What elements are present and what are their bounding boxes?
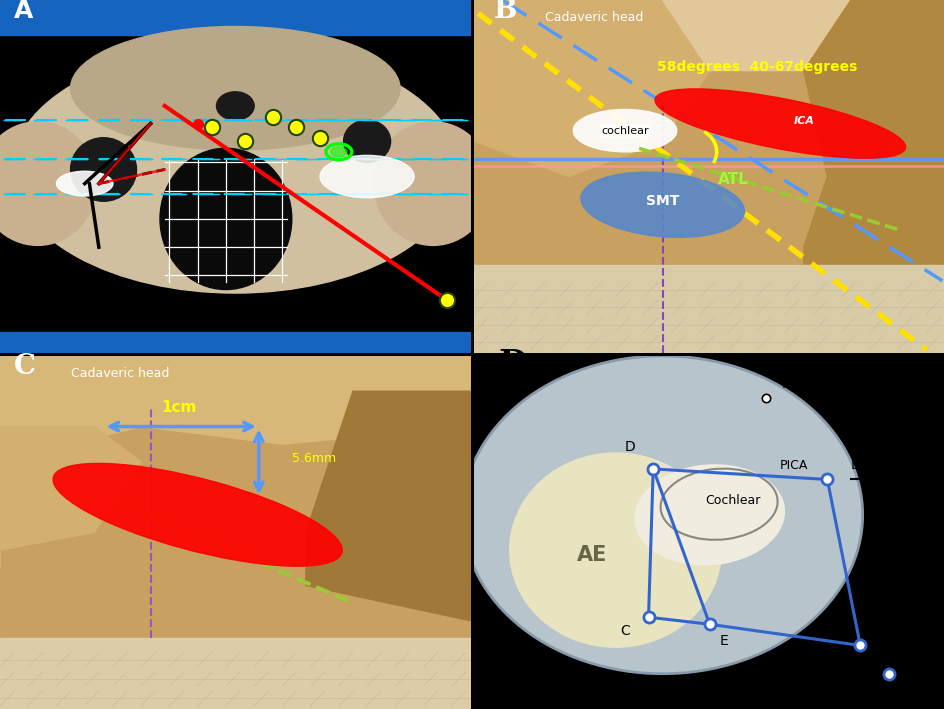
Text: A: A	[14, 0, 33, 23]
Polygon shape	[803, 0, 944, 353]
Bar	[474, 265, 944, 353]
Text: E: E	[718, 635, 728, 649]
Ellipse shape	[330, 147, 346, 157]
Polygon shape	[0, 427, 141, 568]
Text: PICA: PICA	[780, 459, 808, 472]
Ellipse shape	[71, 138, 136, 201]
Ellipse shape	[53, 464, 342, 566]
Text: FS: FS	[781, 376, 797, 391]
Text: 5.6mm: 5.6mm	[292, 452, 335, 465]
Ellipse shape	[463, 356, 862, 674]
Ellipse shape	[71, 26, 399, 150]
Polygon shape	[306, 391, 470, 621]
Text: C: C	[14, 352, 36, 379]
Polygon shape	[474, 0, 709, 177]
Ellipse shape	[654, 89, 904, 158]
Text: 1cm: 1cm	[161, 401, 196, 415]
Ellipse shape	[216, 91, 254, 120]
Text: cochlear: cochlear	[600, 125, 649, 135]
Text: B: B	[850, 458, 859, 472]
Ellipse shape	[160, 148, 292, 289]
Text: D: D	[624, 440, 634, 454]
Text: Cadaveric head: Cadaveric head	[71, 367, 169, 380]
Ellipse shape	[320, 155, 413, 198]
Text: SMT: SMT	[646, 194, 679, 208]
Text: Cochlear: Cochlear	[705, 494, 760, 507]
Text: A: A	[831, 652, 840, 666]
Text: Cadaveric head: Cadaveric head	[545, 11, 643, 24]
Ellipse shape	[634, 465, 784, 565]
Text: ATL: ATL	[717, 172, 748, 186]
Polygon shape	[662, 0, 944, 71]
Text: D: D	[497, 347, 527, 381]
Ellipse shape	[581, 172, 744, 238]
Text: J: J	[904, 674, 908, 687]
Text: C: C	[619, 624, 630, 638]
Text: AE: AE	[576, 545, 607, 564]
Ellipse shape	[509, 453, 720, 647]
Ellipse shape	[573, 109, 676, 152]
Text: 58degrees  40-67degrees: 58degrees 40-67degrees	[656, 60, 856, 74]
Bar	[0, 0, 470, 35]
Bar	[0, 332, 470, 353]
Text: ICA: ICA	[793, 116, 814, 125]
Ellipse shape	[57, 172, 113, 196]
Ellipse shape	[0, 122, 96, 245]
Bar	[0, 638, 470, 709]
Ellipse shape	[374, 122, 491, 245]
Ellipse shape	[11, 46, 459, 293]
Polygon shape	[0, 356, 470, 462]
Ellipse shape	[344, 120, 390, 162]
Text: B: B	[493, 0, 516, 23]
